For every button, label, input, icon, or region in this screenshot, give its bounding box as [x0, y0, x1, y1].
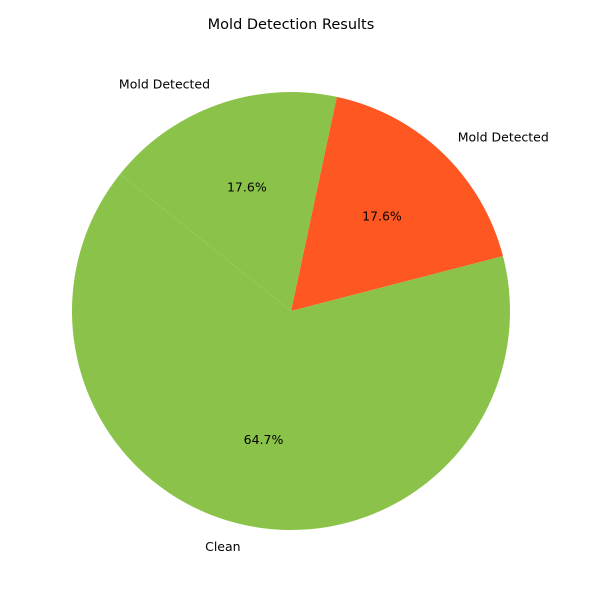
pie-labels: 17.6% Mold Detected 17.6% Mold Detected 64.7…: [119, 77, 549, 554]
slice-category-label: Mold Detected: [458, 130, 549, 145]
slice-percent-label: 64.7%: [244, 432, 284, 447]
pie-slice: [71, 174, 510, 530]
pie-slice: [291, 96, 504, 311]
chart-title: Mold Detection Results: [208, 17, 375, 33]
slice-category-label: Clean: [205, 539, 240, 554]
pie-slices: [71, 92, 510, 530]
slice-category-label: Mold Detected: [119, 77, 210, 92]
pie-slice: [119, 92, 337, 312]
slice-percent-label: 17.6%: [362, 209, 402, 224]
slice-percent-label: 17.6%: [227, 180, 267, 195]
